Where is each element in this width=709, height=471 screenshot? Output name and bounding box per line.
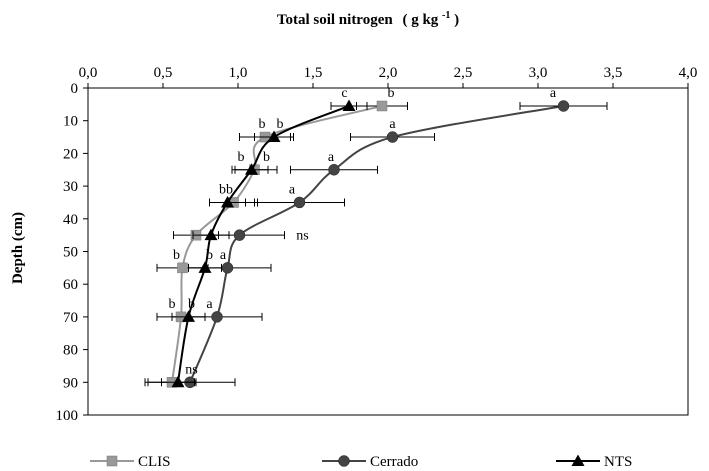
chart-title-unit: ( g kg bbox=[402, 12, 438, 28]
significance-label: b bbox=[206, 248, 213, 263]
legend-label: Cerrado bbox=[370, 454, 418, 470]
significance-label: ns bbox=[185, 362, 197, 377]
significance-label: ns bbox=[296, 228, 308, 243]
x-tick-label: 4,0 bbox=[679, 65, 698, 81]
x-tick-label: 1,5 bbox=[304, 65, 323, 81]
x-tick-label: 2,5 bbox=[454, 65, 473, 81]
series-line-clis bbox=[171, 105, 383, 383]
significance-label: bb bbox=[219, 183, 233, 198]
data-point-nts bbox=[198, 261, 212, 273]
x-tick-label: 3,5 bbox=[604, 65, 623, 81]
y-tick-label: 40 bbox=[63, 212, 78, 228]
y-tick-label: 30 bbox=[63, 179, 78, 195]
significance-label: a bbox=[389, 117, 396, 132]
legend-item-nts: NTS bbox=[556, 454, 632, 470]
series-clis bbox=[147, 100, 408, 388]
series-line-nts bbox=[177, 105, 350, 383]
significance-label: a bbox=[289, 183, 296, 198]
y-tick-label: 10 bbox=[63, 114, 78, 130]
legend-marker bbox=[106, 455, 118, 467]
data-point-cerrado bbox=[221, 262, 234, 274]
y-axis-label: Depth (cm) bbox=[10, 212, 26, 284]
data-point-nts bbox=[221, 195, 234, 208]
data-point-nts bbox=[267, 130, 281, 143]
data-point-clis bbox=[177, 262, 188, 274]
chart-title: Total soil nitrogen ( g kg -1 ) bbox=[277, 6, 459, 28]
y-tick-label: 50 bbox=[63, 245, 78, 261]
data-point-nts bbox=[204, 228, 218, 241]
y-tick-label: 100 bbox=[56, 408, 79, 424]
x-tick-label: 2,0 bbox=[379, 65, 398, 81]
y-tick-label: 80 bbox=[63, 343, 78, 359]
data-point-cerrado bbox=[293, 196, 306, 209]
y-tick-label: 60 bbox=[63, 277, 78, 293]
y-tick-label: 70 bbox=[63, 310, 78, 326]
data-point-cerrado bbox=[557, 100, 570, 112]
data-point-nts bbox=[182, 310, 195, 322]
series-nts bbox=[161, 99, 368, 388]
legend-marker bbox=[338, 455, 350, 467]
legend-marker bbox=[571, 454, 585, 466]
significance-label: b bbox=[169, 297, 176, 312]
data-point-cerrado bbox=[211, 311, 223, 323]
data-point-cerrado bbox=[233, 229, 246, 241]
data-point-nts bbox=[171, 375, 185, 388]
legend-label: CLIS bbox=[138, 454, 171, 470]
legend-label: NTS bbox=[604, 454, 632, 470]
legend-item-cerrado: Cerrado bbox=[322, 454, 418, 470]
significance-label: b bbox=[238, 150, 245, 165]
data-point-cerrado bbox=[328, 164, 340, 176]
significance-label: b bbox=[388, 86, 395, 101]
significance-label: b bbox=[259, 117, 266, 132]
y-axis-ticks: 0 10 20 30 40 50 60 70 80 90 100 bbox=[56, 81, 88, 424]
chart-title-main: Total soil nitrogen bbox=[277, 12, 394, 28]
legend: CLIS Cerrado NTS bbox=[90, 454, 632, 470]
x-tick-label: 0,0 bbox=[79, 65, 98, 81]
series-layer bbox=[144, 99, 608, 389]
significance-label: a bbox=[550, 86, 557, 101]
x-tick-label: 0,5 bbox=[154, 65, 173, 81]
significance-label: b bbox=[173, 248, 180, 263]
series-cerrado bbox=[144, 100, 608, 389]
significance-label: b bbox=[277, 117, 284, 132]
data-point-cerrado bbox=[386, 131, 399, 143]
significance-label: a bbox=[328, 150, 335, 165]
chart-title-unit-close: ) bbox=[454, 12, 459, 28]
significance-label: c bbox=[341, 86, 347, 101]
x-tick-label: 3,0 bbox=[529, 65, 548, 81]
y-tick-label: 0 bbox=[71, 81, 79, 97]
x-tick-label: 1,0 bbox=[229, 65, 248, 81]
y-tick-label: 90 bbox=[63, 375, 78, 391]
x-axis-ticks: 0,0 0,5 1,0 1,5 2,0 2,5 3,0 3,5 4,0 bbox=[79, 65, 698, 88]
y-tick-label: 20 bbox=[63, 146, 78, 162]
legend-item-clis: CLIS bbox=[90, 454, 171, 470]
significance-label: b bbox=[188, 297, 195, 312]
data-point-clis bbox=[376, 100, 388, 112]
significance-label: a bbox=[206, 297, 213, 312]
significance-label: b bbox=[263, 150, 270, 165]
chart-title-unit-exponent: -1 bbox=[442, 10, 450, 21]
data-point-nts bbox=[245, 163, 258, 175]
series-line-cerrado bbox=[189, 105, 564, 383]
data-point-nts bbox=[342, 99, 356, 111]
significance-label: a bbox=[220, 248, 227, 263]
